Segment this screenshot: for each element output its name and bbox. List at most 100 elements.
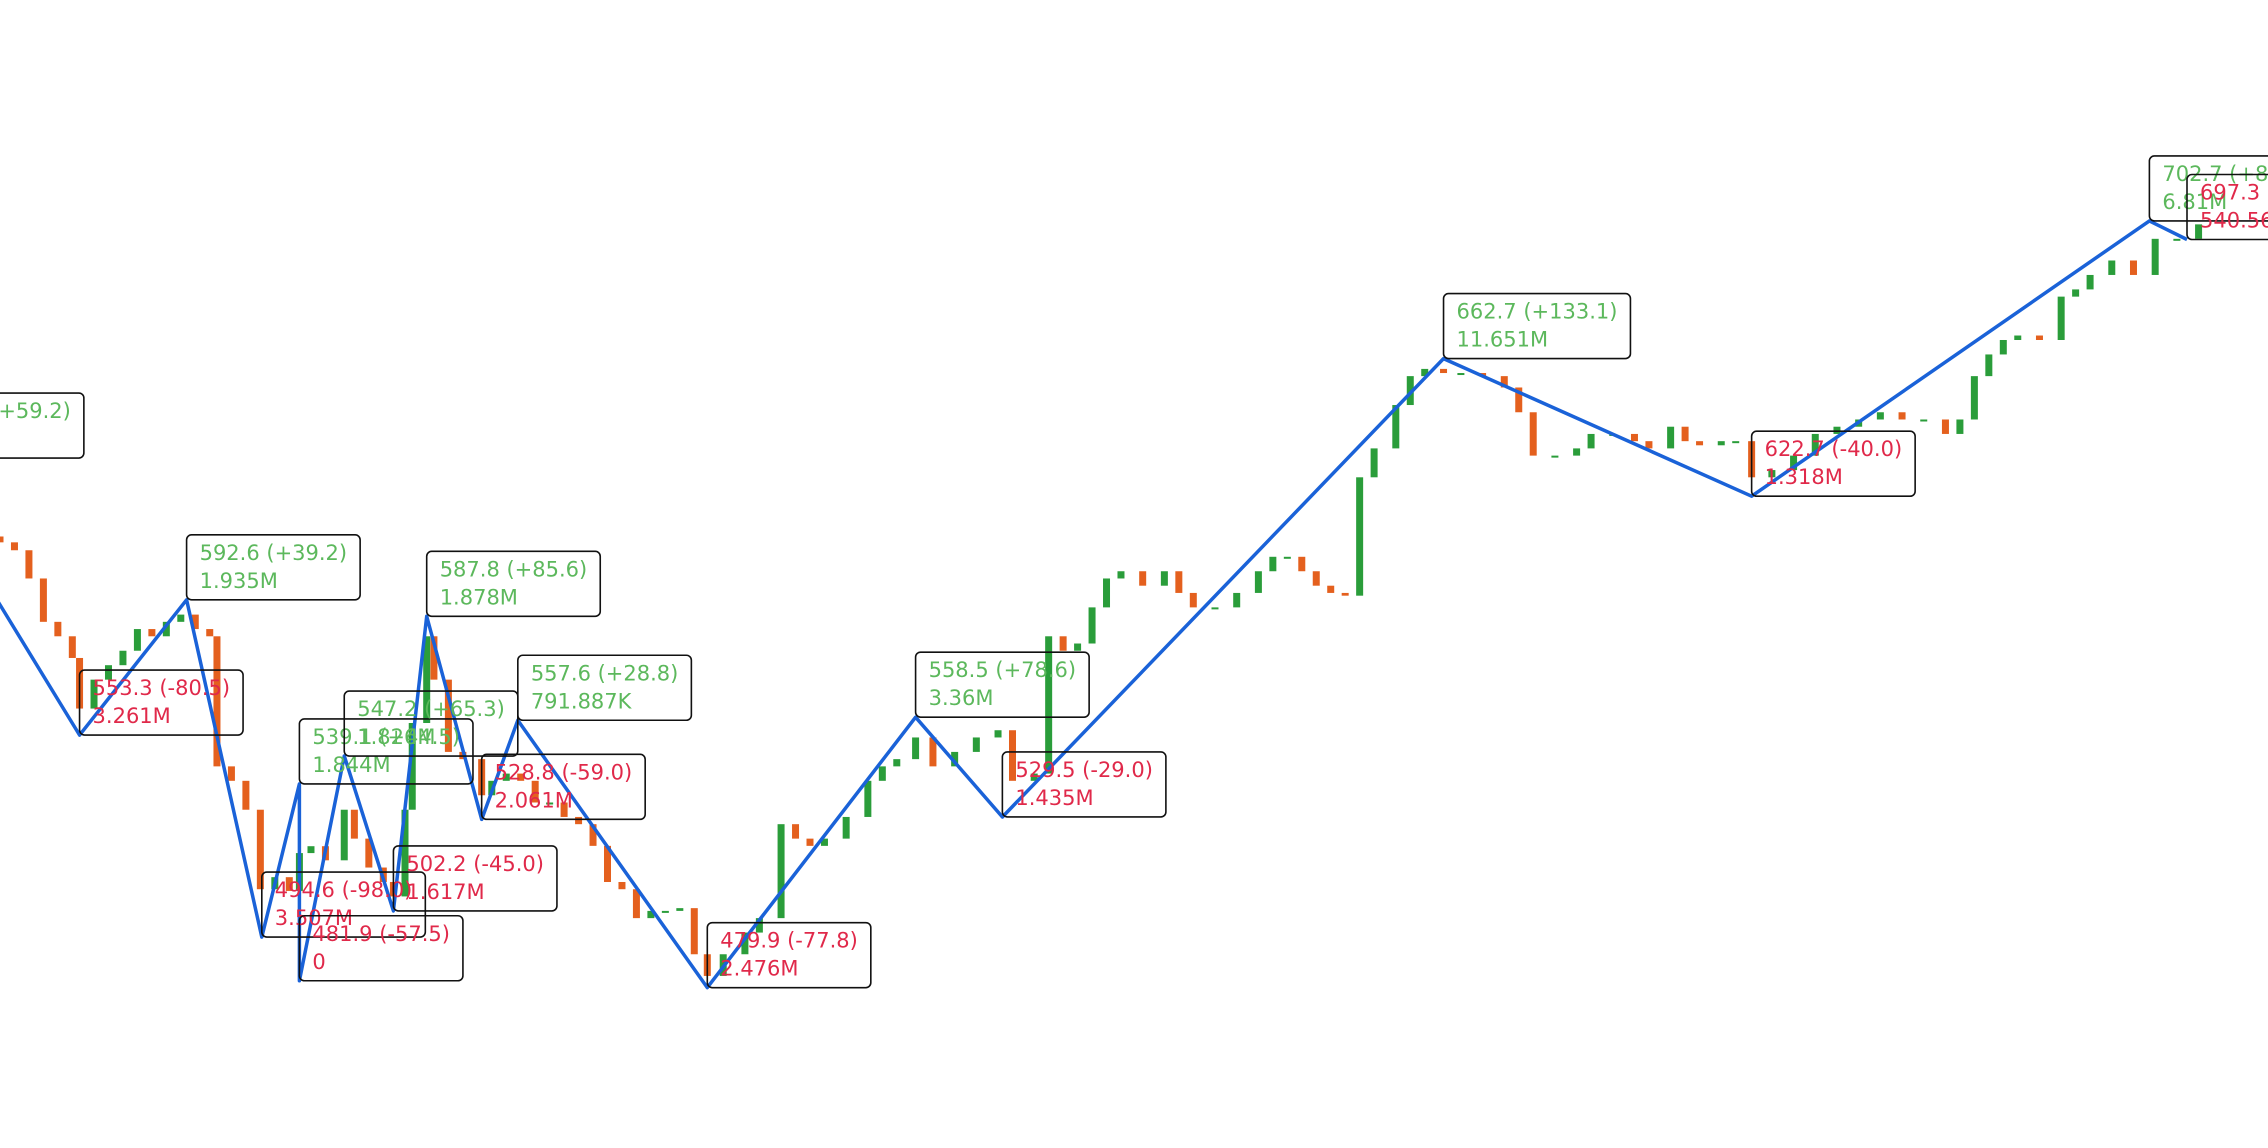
candle-body — [1833, 426, 1841, 434]
pivot-label-box — [1442, 292, 1632, 360]
pivot-label-text: 6.81M — [2162, 190, 2227, 214]
pivot-label-text: 1.844M — [312, 753, 390, 777]
candle-body — [1254, 571, 1262, 593]
candle-body — [54, 621, 62, 637]
candle-body — [632, 889, 640, 919]
candle-body — [755, 918, 763, 933]
candle-body — [1811, 433, 1819, 456]
candle-body — [1103, 578, 1111, 608]
candle-body — [162, 621, 170, 637]
pivot-label-box — [0, 392, 85, 459]
pivot-label-box — [2148, 155, 2268, 222]
candle-body — [423, 636, 431, 724]
candle-body — [2086, 274, 2094, 290]
candle-body — [1370, 448, 1378, 478]
pivot-label-text: 540.56K — [2200, 209, 2268, 233]
pivot-label-text: 587.8 (+85.6) — [440, 557, 588, 581]
pivot-label-text: 1.617M — [406, 880, 484, 904]
pivot-label-text: 11.651M — [1457, 328, 1549, 352]
candle-body — [104, 665, 112, 680]
candle-body — [307, 846, 315, 854]
candle-body — [1421, 368, 1429, 377]
candle-body — [148, 629, 156, 637]
candle-body — [1920, 419, 1928, 422]
candle-body — [1312, 571, 1320, 586]
candle-body — [1440, 368, 1448, 374]
candle-body — [842, 816, 850, 839]
candle-body — [133, 629, 141, 651]
candle-body — [546, 802, 554, 805]
candle-body — [1667, 426, 1675, 449]
pivot-label-text: 662.7 (+133.1) — [1457, 300, 1618, 324]
pivot-label-box — [1001, 751, 1167, 818]
pivot-label-text: 633.8 (+59.2) — [0, 399, 71, 423]
candle-body — [929, 737, 937, 767]
candle-body — [1645, 441, 1653, 449]
pivot-label-box — [706, 921, 872, 989]
candle-body — [951, 751, 959, 767]
candle-body — [242, 780, 250, 810]
pivot-label-text: 2.476M — [720, 957, 798, 981]
candle-body — [1233, 592, 1241, 608]
candle-body — [191, 614, 199, 630]
zigzag-line — [0, 219, 2188, 990]
pivot-label-box — [1750, 430, 1916, 498]
candle-body — [1074, 643, 1082, 651]
candle-body — [2072, 289, 2080, 297]
candle-body — [1630, 433, 1638, 442]
candle-body — [502, 773, 510, 781]
candle-body — [604, 845, 611, 882]
candle-body — [690, 908, 698, 955]
candle-body — [2173, 238, 2181, 241]
pivot-label-text: 622.7 (-40.0) — [1765, 437, 1903, 461]
candle-body — [1298, 556, 1306, 572]
pivot-label-box — [261, 871, 427, 938]
candle-body — [1045, 636, 1053, 774]
candle-body — [1732, 441, 1740, 444]
candle-body — [792, 824, 800, 839]
pivot-label-text: 558.5 (+78.6) — [929, 658, 1077, 682]
candle-body — [531, 780, 539, 803]
pivot-label-box — [2186, 173, 2268, 241]
pivot-label-text: 3.507M — [275, 906, 353, 930]
candle-body — [1515, 387, 1523, 413]
pivot-label-text: 1.435M — [1015, 786, 1093, 810]
candle-body — [1985, 354, 1993, 377]
candle-body — [1327, 585, 1335, 593]
candle-body — [408, 723, 416, 810]
candle-body — [575, 816, 583, 825]
candle-body — [1341, 592, 1349, 596]
candle-body — [741, 932, 749, 955]
candle-body — [2014, 335, 2022, 340]
pivot-label-text: 3.36M — [929, 686, 994, 710]
candle-body — [1717, 441, 1725, 446]
candle-body — [0, 536, 4, 543]
candle-body — [1356, 477, 1364, 596]
candle-body — [1059, 636, 1067, 651]
candle-body — [1551, 455, 1559, 458]
pivot-label-text: 592.6 (+39.2) — [200, 541, 348, 565]
pivot-label-text: 547.2 (+65.3) — [357, 697, 505, 721]
candle-body — [893, 759, 901, 767]
candle-body — [1030, 773, 1038, 781]
pivot-label-box — [517, 654, 693, 722]
candle-body — [25, 550, 33, 579]
candle-body — [444, 679, 452, 752]
pivot-label-text: 3.261M — [93, 704, 171, 728]
candle-body — [430, 636, 438, 680]
candle-body — [1009, 730, 1016, 781]
candle-body — [227, 766, 235, 781]
candle-body — [2035, 335, 2043, 340]
pivot-label-box — [392, 845, 558, 912]
candle-body — [618, 881, 626, 890]
candle-body — [1696, 441, 1704, 446]
candle-body — [39, 578, 47, 622]
candle-body — [517, 773, 525, 781]
candle-body — [256, 809, 264, 890]
candle-body — [2151, 238, 2159, 275]
candle-body — [2057, 296, 2065, 340]
candle-body — [1529, 412, 1537, 456]
candle-body — [972, 737, 980, 752]
candle-body — [2108, 260, 2116, 275]
